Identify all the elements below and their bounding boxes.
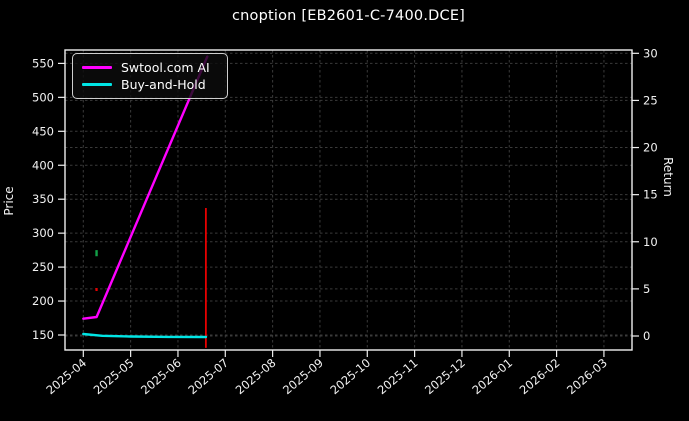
svg-text:500: 500 — [32, 90, 54, 104]
legend-label-buy-and-hold: Buy-and-Hold — [121, 77, 206, 92]
svg-text:300: 300 — [32, 226, 54, 240]
svg-text:2026-01: 2026-01 — [469, 356, 515, 398]
svg-text:400: 400 — [32, 158, 54, 172]
svg-text:250: 250 — [32, 260, 54, 274]
chart-title: cnoption [EB2601-C-7400.DCE] — [231, 8, 466, 24]
legend: Swtool.com AI Buy-and-Hold — [72, 53, 228, 99]
svg-text:550: 550 — [32, 56, 54, 70]
svg-text:0: 0 — [643, 329, 650, 343]
price-axis-label: Price — [2, 186, 16, 216]
svg-text:2025-11: 2025-11 — [375, 356, 421, 398]
swtool-com-ai-line — [82, 55, 209, 320]
svg-text:25: 25 — [643, 93, 658, 107]
svg-text:30: 30 — [643, 46, 658, 60]
legend-item-buy-and-hold: Buy-and-Hold — [82, 76, 219, 93]
svg-text:5: 5 — [643, 282, 650, 296]
svg-text:350: 350 — [32, 192, 54, 206]
svg-text:10: 10 — [643, 235, 658, 249]
svg-text:20: 20 — [643, 141, 658, 155]
red-signal — [95, 288, 98, 292]
svg-text:2025-07: 2025-07 — [185, 356, 231, 398]
svg-text:2025-06: 2025-06 — [138, 356, 184, 398]
svg-text:150: 150 — [32, 328, 54, 342]
svg-text:2025-10: 2025-10 — [327, 356, 373, 398]
svg-text:2025-05: 2025-05 — [91, 356, 137, 398]
svg-text:2025-12: 2025-12 — [422, 356, 468, 398]
return-axis-label: Return — [661, 157, 675, 197]
svg-text:2026-02: 2026-02 — [517, 356, 563, 398]
svg-text:15: 15 — [643, 188, 658, 202]
svg-text:2025-09: 2025-09 — [280, 356, 326, 398]
svg-text:2026-03: 2026-03 — [564, 356, 610, 398]
svg-text:2025-08: 2025-08 — [233, 356, 279, 398]
buy-and-hold-line-swatch — [82, 83, 112, 86]
svg-text:2025-04: 2025-04 — [43, 356, 89, 398]
buy-and-hold-line — [82, 332, 208, 339]
svg-text:450: 450 — [32, 124, 54, 138]
legend-item-swtool-ai: Swtool.com AI — [82, 59, 219, 76]
svg-text:200: 200 — [32, 294, 54, 308]
legend-label-swtool-ai: Swtool.com AI — [121, 60, 210, 75]
swtool-ai-line-swatch — [82, 66, 112, 69]
